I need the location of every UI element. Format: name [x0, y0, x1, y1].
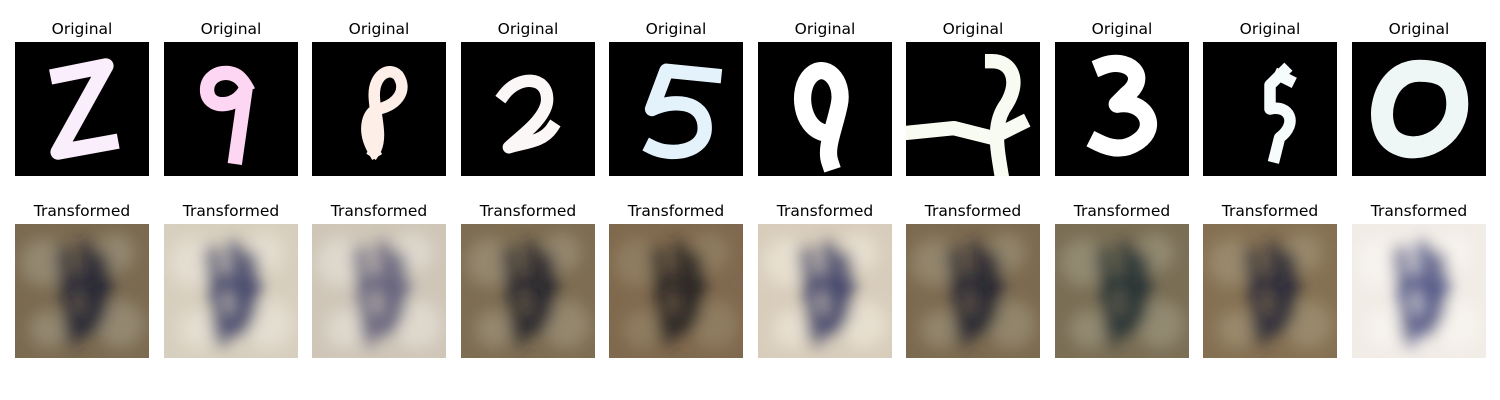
digit-stroke	[906, 53, 1031, 176]
digit-stroke	[199, 65, 255, 165]
original-digit-image	[312, 42, 446, 176]
original-digit-image	[758, 42, 892, 176]
original-digit-image	[906, 42, 1040, 176]
transformed-digit-image	[906, 224, 1040, 358]
transformed-title: Transformed	[924, 202, 1022, 220]
transformed-title: Transformed	[1073, 202, 1171, 220]
digit-stroke	[1086, 54, 1157, 157]
original-title: Original	[1388, 20, 1450, 38]
transformed-digit-image	[758, 224, 892, 358]
original-digit-image	[15, 42, 149, 176]
digit-stroke	[1371, 59, 1469, 159]
transformed-digit-image	[15, 224, 149, 358]
original-title: Original	[645, 20, 707, 38]
digit-stroke	[361, 66, 408, 161]
original-title: Original	[1239, 20, 1301, 38]
digit-stroke	[642, 63, 723, 160]
original-digit-image	[461, 42, 595, 176]
transformed-title: Transformed	[776, 202, 874, 220]
digit-stroke	[1264, 62, 1297, 164]
transformed-digit-image	[461, 224, 595, 358]
original-digit-image	[164, 42, 298, 176]
transformed-digit-image	[312, 224, 446, 358]
original-digit-image	[1203, 42, 1337, 176]
original-digit-image	[1055, 42, 1189, 176]
original-title: Original	[1091, 20, 1153, 38]
original-title: Original	[794, 20, 856, 38]
transformed-title: Transformed	[1221, 202, 1319, 220]
original-title: Original	[497, 20, 559, 38]
transformed-title: Transformed	[33, 202, 131, 220]
original-digit-image	[1352, 42, 1486, 176]
transformed-title: Transformed	[479, 202, 577, 220]
transformed-title: Transformed	[1370, 202, 1468, 220]
original-title: Original	[942, 20, 1004, 38]
transformed-digit-image	[1055, 224, 1189, 358]
transformed-title: Transformed	[627, 202, 725, 220]
digit-stroke	[793, 62, 849, 173]
original-title: Original	[51, 20, 113, 38]
transformed-digit-image	[609, 224, 743, 358]
original-digit-image	[609, 42, 743, 176]
digit-stroke	[49, 58, 120, 160]
digit-stroke	[495, 74, 561, 154]
transformed-digit-image	[164, 224, 298, 358]
original-title: Original	[200, 20, 262, 38]
transformed-digit-image	[1352, 224, 1486, 358]
transformed-digit-image	[1203, 224, 1337, 358]
original-title: Original	[348, 20, 410, 38]
transformed-title: Transformed	[330, 202, 428, 220]
transformed-title: Transformed	[182, 202, 280, 220]
